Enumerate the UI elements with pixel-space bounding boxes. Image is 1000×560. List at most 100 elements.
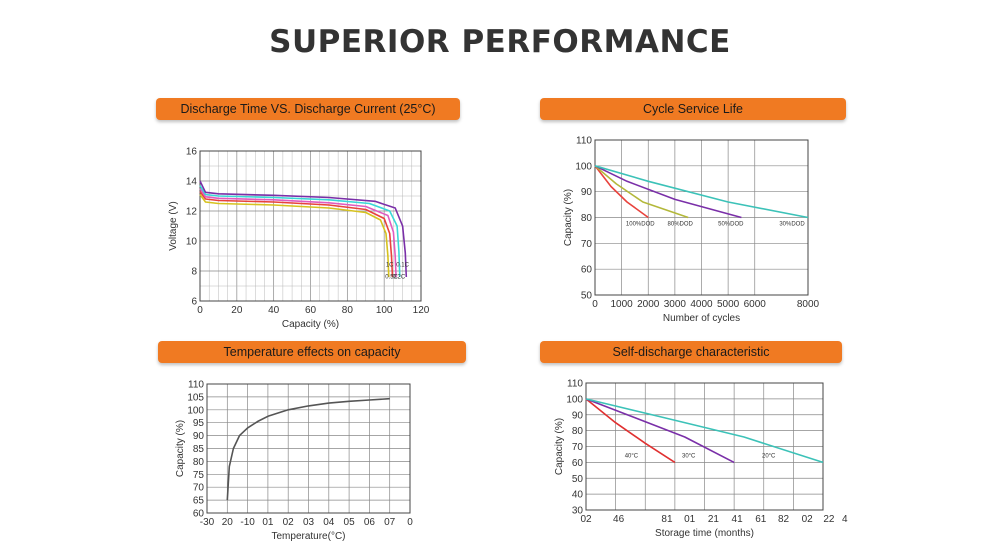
y-tick-label: 8 bbox=[191, 267, 197, 278]
chart-title-self-discharge: Self-discharge characteristic bbox=[540, 341, 842, 363]
y-tick-label: 6 bbox=[191, 297, 197, 308]
series-annotation: 40°C bbox=[625, 454, 639, 460]
x-axis-label: Storage time (months) bbox=[655, 528, 754, 539]
x-tick-label: 01 bbox=[684, 514, 696, 525]
x-tick-label: -30 bbox=[200, 517, 215, 528]
x-tick-label: 22 bbox=[823, 514, 835, 525]
y-tick-label: 90 bbox=[572, 410, 584, 421]
y-tick-label: 70 bbox=[581, 239, 593, 250]
chart-title-cycle-life: Cycle Service Life bbox=[540, 98, 846, 120]
series-line-2 bbox=[585, 398, 824, 464]
x-tick-label: 60 bbox=[305, 305, 317, 316]
x-tick-label: 46 bbox=[613, 514, 625, 525]
x-tick-label: 4000 bbox=[690, 299, 713, 310]
x-tick-label: 6000 bbox=[744, 299, 767, 310]
y-tick-label: 110 bbox=[567, 379, 583, 390]
series-annotation: 80%DOD bbox=[668, 221, 694, 227]
y-tick-label: 110 bbox=[188, 380, 204, 391]
series-annotation: 20°C bbox=[762, 454, 776, 460]
x-tick-label: 02 bbox=[802, 514, 814, 525]
y-tick-label: 100 bbox=[566, 394, 583, 405]
x-tick-label: 100 bbox=[376, 305, 393, 316]
x-tick-label: 120 bbox=[413, 305, 430, 316]
series-annotation: 1C bbox=[386, 263, 394, 269]
y-tick-label: 100 bbox=[187, 405, 204, 416]
y-axis-label: Capacity (%) bbox=[175, 420, 186, 477]
x-tick-label: 82 bbox=[778, 514, 790, 525]
x-tick-label: 81 bbox=[661, 514, 673, 525]
series-line-1 bbox=[594, 165, 689, 219]
series-annotation: 0.1C bbox=[396, 263, 409, 269]
y-tick-label: 80 bbox=[572, 426, 584, 437]
y-tick-label: 14 bbox=[186, 177, 198, 188]
x-tick-label: -10 bbox=[240, 517, 255, 528]
series-line-1 bbox=[585, 398, 735, 464]
x-axis-label: Number of cycles bbox=[663, 313, 740, 324]
series-annotation: 0.5C bbox=[385, 275, 398, 281]
x-tick-label: 3000 bbox=[664, 299, 687, 310]
y-tick-label: 105 bbox=[187, 392, 204, 403]
y-tick-label: 85 bbox=[193, 444, 205, 455]
y-tick-label: 95 bbox=[193, 418, 205, 429]
x-tick-label: 20 bbox=[222, 517, 234, 528]
x-tick-label: 80 bbox=[342, 305, 354, 316]
y-tick-label: 70 bbox=[193, 483, 205, 494]
y-tick-label: 50 bbox=[581, 291, 593, 302]
x-tick-label: 2000 bbox=[637, 299, 660, 310]
series-line-3 bbox=[199, 185, 401, 278]
y-tick-label: 60 bbox=[193, 509, 205, 520]
series-line-1 bbox=[199, 191, 394, 278]
y-tick-label: 50 bbox=[572, 474, 584, 485]
series-annotation: 30°C bbox=[682, 454, 696, 460]
series-line-0 bbox=[585, 398, 676, 464]
y-tick-label: 10 bbox=[186, 237, 198, 248]
x-tick-label: 5000 bbox=[717, 299, 740, 310]
y-tick-label: 70 bbox=[572, 442, 584, 453]
y-tick-label: 110 bbox=[576, 136, 592, 147]
x-tick-label: 21 bbox=[708, 514, 720, 525]
y-tick-label: 65 bbox=[193, 496, 205, 507]
chart-title-discharge: Discharge Time VS. Discharge Current (25… bbox=[156, 98, 460, 120]
series-line-2 bbox=[594, 165, 742, 219]
x-tick-label: 61 bbox=[755, 514, 767, 525]
x-axis-label: Temperature(°C) bbox=[271, 531, 345, 542]
series-line-0 bbox=[226, 397, 390, 501]
x-tick-label: 02 bbox=[580, 514, 592, 525]
y-axis-label: Capacity (%) bbox=[563, 189, 574, 246]
y-tick-label: 100 bbox=[575, 161, 592, 172]
series-annotation: 100%DOD bbox=[626, 221, 655, 227]
x-tick-label: 04 bbox=[323, 517, 335, 528]
plot-frame bbox=[206, 383, 411, 514]
y-tick-label: 60 bbox=[581, 265, 593, 276]
series-annotation: 50%DOD bbox=[718, 221, 744, 227]
series-line-4 bbox=[199, 180, 408, 278]
y-tick-label: 80 bbox=[581, 213, 593, 224]
series-annotation: 0.2C bbox=[393, 275, 406, 281]
y-tick-label: 40 bbox=[572, 490, 584, 501]
y-tick-label: 75 bbox=[193, 470, 205, 481]
x-tick-label: 0 bbox=[407, 517, 413, 528]
y-tick-label: 30 bbox=[572, 506, 584, 517]
x-tick-label: 4 bbox=[842, 514, 848, 525]
x-tick-label: 07 bbox=[384, 517, 396, 528]
series-annotation: 30%DOD bbox=[779, 221, 805, 227]
x-tick-label: 0 bbox=[197, 305, 203, 316]
x-axis-label: Capacity (%) bbox=[282, 319, 339, 330]
x-tick-label: 41 bbox=[732, 514, 744, 525]
x-tick-label: 0 bbox=[592, 299, 598, 310]
chart-title-temperature: Temperature effects on capacity bbox=[158, 341, 466, 363]
y-tick-label: 16 bbox=[186, 147, 198, 158]
series-line-0 bbox=[199, 194, 390, 278]
x-tick-label: 01 bbox=[262, 517, 274, 528]
plot-frame bbox=[199, 150, 422, 302]
y-axis-label: Capacity (%) bbox=[554, 418, 565, 475]
x-tick-label: 03 bbox=[303, 517, 315, 528]
y-tick-label: 90 bbox=[193, 431, 205, 442]
x-tick-label: 05 bbox=[344, 517, 356, 528]
page-title: SUPERIOR PERFORMANCE bbox=[269, 24, 731, 60]
x-tick-label: 02 bbox=[283, 517, 295, 528]
